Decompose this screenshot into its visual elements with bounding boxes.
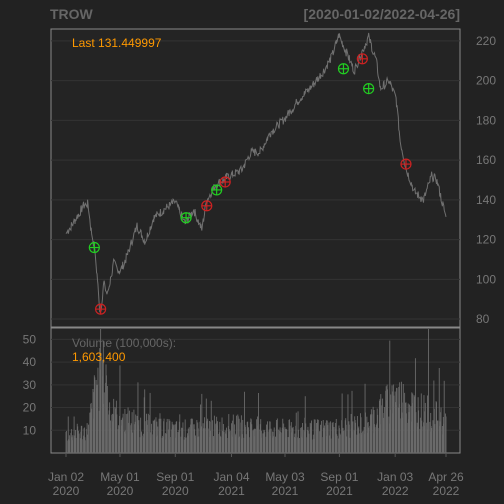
buy-signal-marker [180,212,192,224]
volume-panel: 10 20 30 40 50 Volume (100,000s): 1,603,400 [23,327,461,454]
price-panel: 80 100 120 140 160 180 200 220 Last 131.449997 [50,28,496,328]
price-grid [51,40,460,320]
price-tick-label: 140 [476,193,496,207]
volume-tick-label: 20 [23,401,37,415]
sell-signal-marker [201,200,213,212]
sell-signal-marker [219,176,231,188]
volume-tick-label: 40 [23,355,37,369]
volume-axis: 10 20 30 40 50 [23,332,37,437]
volume-tick-label: 50 [23,332,37,346]
x-tick-label: Jan 04 [213,470,249,484]
x-tick-year-label: 2020 [53,484,80,498]
chart-date-range: [2020-01-02/2022-04-26] [304,6,460,22]
volume-bars [65,329,447,453]
price-tick-label: 80 [476,312,490,326]
buy-signal-marker [211,184,223,196]
sell-signal-marker [356,53,368,65]
x-tick-year-label: 2020 [107,484,134,498]
price-tick-label: 200 [476,74,496,88]
volume-tick-label: 10 [23,423,37,437]
x-tick-year-label: 2021 [272,484,299,498]
price-tick-label: 120 [476,233,496,247]
x-tick-year-label: 2022 [382,484,409,498]
chart-symbol: TROW [50,6,94,22]
price-tick-label: 220 [476,34,496,48]
volume-value: 1,603,400 [72,350,126,364]
price-series-line [65,32,447,314]
x-tick-label: May 03 [265,470,305,484]
sell-signal-marker [95,303,107,315]
sell-signal-marker [400,158,412,170]
price-axis: 80 100 120 140 160 180 200 220 [476,34,496,326]
price-tick-label: 160 [476,153,496,167]
x-tick-label: Sep 01 [320,470,358,484]
x-tick-year-label: 2020 [162,484,189,498]
x-tick-label: May 01 [100,470,140,484]
x-tick-label: Apr 26 [428,470,464,484]
x-tick-year-label: 2021 [326,484,353,498]
x-tick-year-label: 2022 [433,484,460,498]
buy-signal-marker [88,241,100,254]
signal-markers [88,53,412,315]
x-tick-label: Jan 02 [48,470,84,484]
price-tick-label: 100 [476,272,496,286]
last-price-label: Last 131.449997 [72,36,162,50]
x-tick-year-label: 2021 [218,484,245,498]
x-tick-label: Sep 01 [156,470,194,484]
price-tick-label: 180 [476,113,496,127]
price-panel-frame [50,28,461,328]
x-tick-label: Jan 03 [377,470,413,484]
buy-signal-marker [363,82,375,95]
buy-signal-marker [337,63,350,75]
volume-tick-label: 30 [23,378,37,392]
volume-label: Volume (100,000s): [72,336,176,350]
